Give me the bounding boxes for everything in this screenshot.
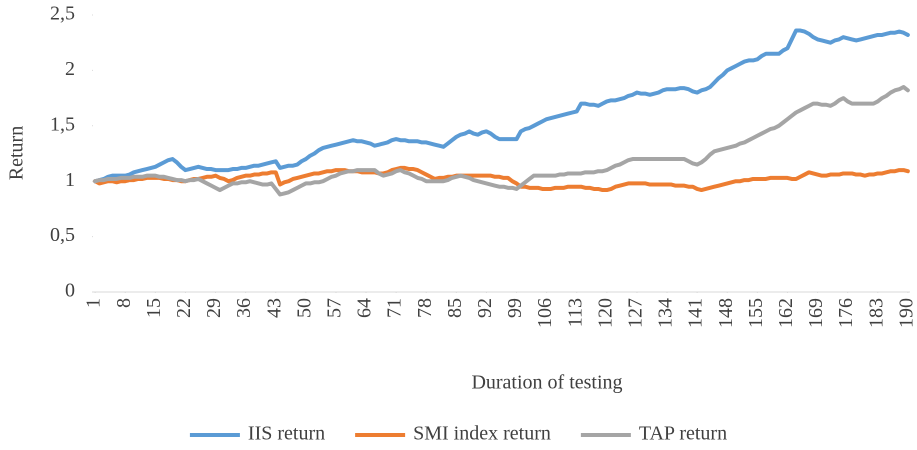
y-tick-label: 0 [65, 280, 75, 302]
x-tick-label: 148 [715, 298, 737, 328]
x-tick-label: 36 [233, 298, 255, 318]
x-tick-label: 8 [113, 298, 135, 308]
series-line [93, 165, 910, 193]
x-tick-label: 57 [324, 298, 346, 318]
x-axis-title: Duration of testing [471, 372, 622, 394]
x-tick-label: 15 [143, 298, 165, 318]
x-tick-label: 78 [414, 298, 436, 318]
x-tick-label: 92 [474, 298, 496, 318]
x-tick-label: 127 [625, 298, 647, 328]
x-tick-label: 106 [534, 298, 556, 328]
x-tick-label: 64 [354, 298, 376, 318]
x-tick-label: 155 [745, 298, 767, 328]
legend-label: TAP return [639, 423, 727, 445]
x-tick-label: 169 [805, 298, 827, 328]
x-tick-label: 141 [685, 298, 707, 328]
x-tick-label: 162 [775, 298, 797, 328]
x-tick-label: 190 [895, 298, 917, 328]
series-line [93, 28, 910, 184]
x-tick-label: 183 [865, 298, 887, 328]
x-tick-label: 1 [83, 298, 105, 308]
y-tick-label: 2 [65, 58, 75, 80]
x-tick-label: 120 [594, 298, 616, 328]
y-axis-title: Return [6, 126, 28, 180]
x-tick-label: 71 [384, 298, 406, 318]
x-tick-label: 43 [263, 298, 285, 318]
y-tick-label: 1 [65, 169, 75, 191]
x-tick-label: 29 [203, 298, 225, 318]
y-tick-label: 2,5 [50, 3, 75, 25]
series-line [93, 85, 910, 197]
legend-label: SMI index return [413, 423, 551, 445]
x-tick-label: 99 [504, 298, 526, 318]
x-tick-label: 134 [655, 298, 677, 328]
y-tick-label: 0,5 [50, 224, 75, 246]
y-tick-label: 1,5 [50, 113, 75, 135]
x-tick-label: 113 [564, 298, 586, 327]
x-tick-label: 85 [444, 298, 466, 318]
x-tick-label: 176 [835, 298, 857, 328]
legend-label: IIS return [248, 423, 325, 445]
x-tick-label: 50 [293, 298, 315, 318]
x-tick-label: 22 [173, 298, 195, 318]
